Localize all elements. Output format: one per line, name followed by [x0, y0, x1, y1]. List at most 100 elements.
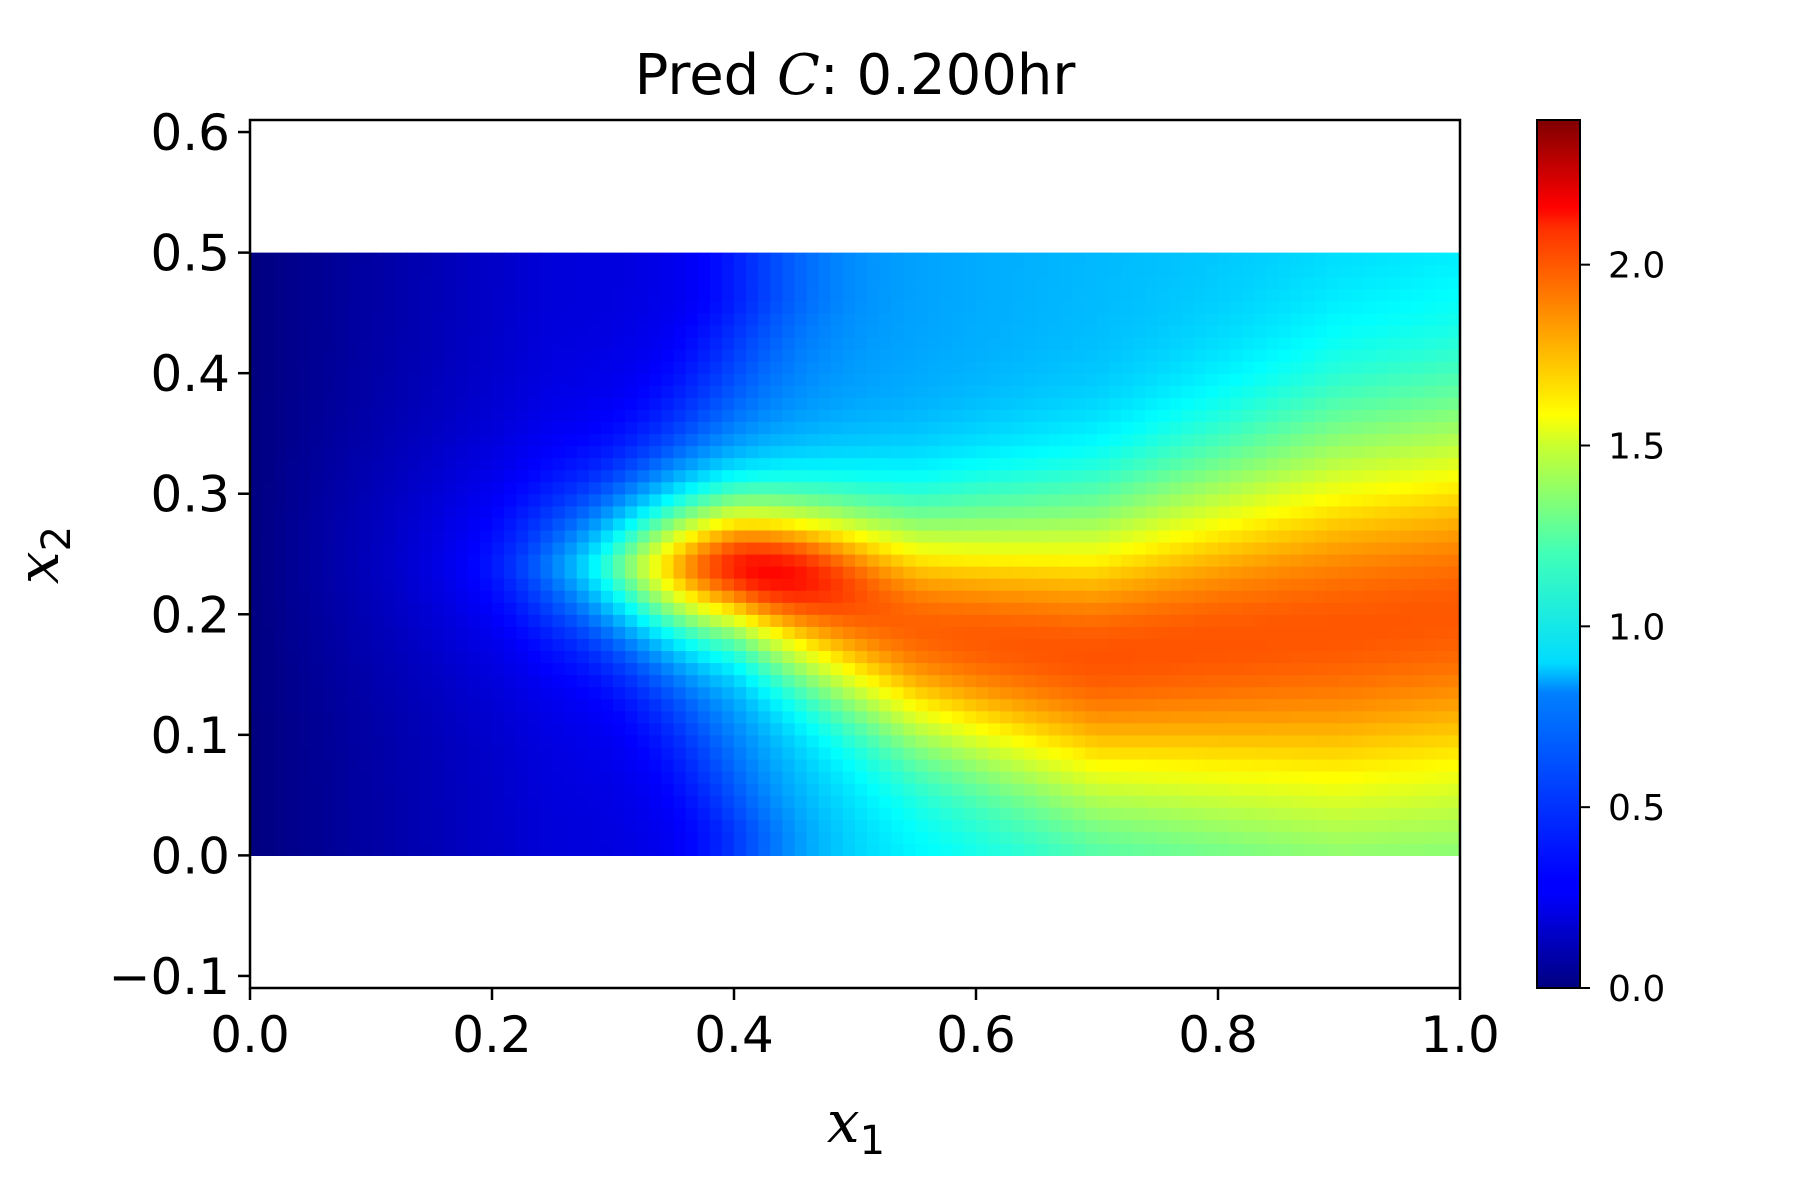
- heatmap-cell: [1266, 674, 1280, 688]
- heatmap-cell: [625, 746, 638, 760]
- heatmap-cell: [1145, 312, 1159, 326]
- heatmap-cell: [455, 698, 469, 712]
- heatmap-cell: [1109, 746, 1122, 760]
- heatmap-cell: [661, 457, 675, 471]
- heatmap-cell: [782, 662, 796, 676]
- heatmap-cell: [1411, 541, 1425, 555]
- heatmap-cell: [1363, 674, 1376, 688]
- heatmap-cell: [927, 819, 941, 832]
- heatmap-cell: [1423, 445, 1437, 459]
- heatmap-cell: [685, 517, 699, 531]
- heatmap-cell: [734, 349, 747, 362]
- heatmap-cell: [661, 783, 675, 796]
- heatmap-cell: [334, 312, 348, 326]
- heatmap-cell: [1036, 349, 1050, 362]
- heatmap-cell: [358, 783, 372, 796]
- heatmap-cell: [310, 517, 324, 531]
- heatmap-cell: [1411, 771, 1425, 784]
- heatmap-cell: [1314, 710, 1328, 724]
- heatmap-cell: [782, 590, 796, 603]
- heatmap-cell: [782, 252, 796, 266]
- heatmap-cell: [528, 566, 541, 579]
- heatmap-cell: [334, 276, 348, 290]
- heatmap-cell: [504, 397, 517, 410]
- heatmap-cell: [1145, 783, 1159, 796]
- heatmap-cell: [1266, 337, 1280, 350]
- heatmap-cell: [516, 662, 529, 676]
- heatmap-cell: [1435, 590, 1449, 603]
- heatmap-cell: [734, 252, 747, 266]
- heatmap-cell: [1363, 481, 1376, 495]
- heatmap-cell: [262, 445, 275, 459]
- heatmap-cell: [1326, 590, 1340, 603]
- heatmap-cell: [1278, 698, 1292, 712]
- heatmap-cell: [1447, 722, 1460, 736]
- heatmap-cell: [346, 734, 360, 748]
- heatmap-cell: [927, 698, 941, 712]
- heatmap-cell: [1109, 650, 1122, 664]
- heatmap-cell: [1387, 771, 1401, 784]
- heatmap-cell: [564, 349, 578, 362]
- heatmap-cell: [358, 264, 372, 278]
- heatmap-cell: [1254, 734, 1267, 748]
- heatmap-cell: [455, 674, 469, 688]
- heatmap-cell: [286, 541, 299, 555]
- heatmap-cell: [528, 469, 541, 483]
- heatmap-cell: [1048, 746, 1062, 760]
- heatmap-cell: [782, 505, 796, 519]
- heatmap-cell: [770, 409, 783, 422]
- heatmap-cell: [1048, 433, 1062, 447]
- heatmap-cell: [1193, 638, 1207, 652]
- heatmap-cell: [988, 457, 1001, 471]
- heatmap-cell: [576, 674, 590, 688]
- heatmap-cell: [334, 337, 348, 350]
- heatmap-cell: [1097, 734, 1110, 748]
- heatmap-cell: [951, 469, 965, 483]
- heatmap-cell: [697, 566, 711, 579]
- heatmap-cell: [516, 469, 529, 483]
- heatmap-cell: [334, 529, 348, 543]
- heatmap-cell: [286, 578, 299, 591]
- heatmap-cell: [443, 409, 457, 422]
- heatmap-cell: [407, 566, 420, 579]
- heatmap-cell: [673, 614, 687, 627]
- heatmap-cell: [709, 288, 723, 302]
- heatmap-cell: [1423, 771, 1437, 784]
- heatmap-cell: [395, 433, 408, 447]
- heatmap-cell: [891, 578, 904, 591]
- heatmap-cell: [516, 385, 529, 398]
- heatmap-cell: [250, 698, 263, 712]
- heatmap-cell: [516, 638, 529, 652]
- heatmap-cell: [492, 276, 505, 290]
- heatmap-cell: [1024, 312, 1038, 326]
- heatmap-cell: [867, 324, 880, 338]
- heatmap-cell: [1060, 361, 1074, 374]
- heatmap-cell: [262, 807, 275, 820]
- heatmap-cell: [250, 638, 263, 652]
- heatmap-cell: [709, 686, 723, 700]
- heatmap-cell: [734, 602, 747, 615]
- heatmap-cell: [1351, 710, 1364, 724]
- heatmap-cell: [1387, 312, 1401, 326]
- heatmap-cell: [1000, 722, 1013, 736]
- heatmap-cell: [721, 469, 735, 483]
- heatmap-cell: [1193, 831, 1207, 844]
- heatmap-cell: [395, 541, 408, 555]
- heatmap-cell: [818, 361, 832, 374]
- heatmap-cell: [794, 650, 808, 664]
- heatmap-cell: [334, 554, 348, 567]
- heatmap-cell: [891, 566, 904, 579]
- heatmap-cell: [637, 337, 650, 350]
- heatmap-cell: [371, 662, 384, 676]
- heatmap-cell: [988, 686, 1001, 700]
- heatmap-cell: [649, 312, 662, 326]
- heatmap-cell: [1218, 710, 1231, 724]
- heatmap-cell: [1435, 554, 1449, 567]
- heatmap-cell: [431, 807, 445, 820]
- heatmap-cell: [1024, 638, 1038, 652]
- heatmap-cell: [770, 686, 783, 700]
- heatmap-cell: [1205, 722, 1219, 736]
- heatmap-cell: [613, 517, 626, 531]
- heatmap-cell: [1266, 638, 1280, 652]
- heatmap-cell: [1302, 349, 1316, 362]
